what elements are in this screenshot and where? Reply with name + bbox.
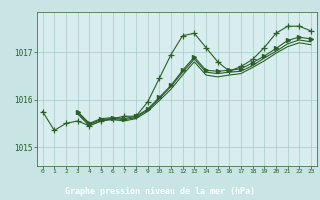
Text: Graphe pression niveau de la mer (hPa): Graphe pression niveau de la mer (hPa) [65,186,255,196]
